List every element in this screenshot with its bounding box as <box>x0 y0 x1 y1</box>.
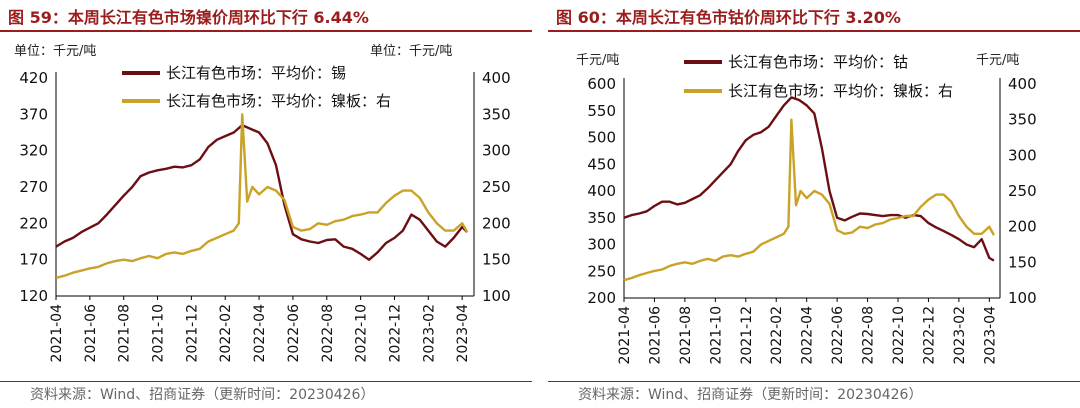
x-tick-label: 2023-02 <box>421 304 437 363</box>
x-tick-label: 2021-10 <box>151 304 167 363</box>
y-right-tick-label: 250 <box>482 178 511 196</box>
y-right-tick-label: 250 <box>1008 182 1037 200</box>
legend-label: 长江有色市场：平均价：锡 <box>166 64 346 82</box>
x-tick-label: 2021-08 <box>117 304 133 363</box>
left-axis-unit: 千元/吨 <box>576 53 620 68</box>
x-tick-label: 2021-04 <box>49 304 65 363</box>
x-tick-label: 2022-02 <box>769 306 785 365</box>
series-line-primary <box>623 96 995 262</box>
line-chart-cobalt-nickel: 200 250 300 350 400 450 500 550 600 100 150 200 250 3… <box>587 53 1037 365</box>
chart-title: 图 59：本周长江有色市场镍价周环比下行 6.44% <box>8 8 369 27</box>
y-left-tick-label: 220 <box>19 214 48 232</box>
x-tick-label: 2022-08 <box>861 306 877 365</box>
y-left-tick-label: 500 <box>587 129 616 147</box>
source-rule <box>0 381 532 382</box>
title-rule <box>0 30 532 32</box>
x-tick-label: 2021-10 <box>708 306 724 365</box>
title-rule <box>548 30 1080 32</box>
y-left-tick-label: 170 <box>19 251 48 269</box>
x-tick-label: 2022-10 <box>354 304 370 363</box>
line-chart-tin-nickel: 120 170 220 270 320 370 420 100 150 200 250 300 350 4… <box>19 64 511 363</box>
x-tick-label: 2021-04 <box>617 306 633 365</box>
x-tick-label: 2021-12 <box>184 304 200 363</box>
y-left-tick-label: 350 <box>587 209 616 227</box>
y-right-tick-label: 200 <box>1008 218 1037 236</box>
x-tick-label: 2021-06 <box>647 306 663 365</box>
right-axis-unit: 千元/吨 <box>976 53 1020 68</box>
y-right-tick-label: 350 <box>1008 111 1037 129</box>
x-tick-label: 2022-12 <box>921 306 937 365</box>
y-right-tick-label: 150 <box>1008 253 1037 271</box>
x-tick-label: 2022-04 <box>800 306 816 365</box>
y-left-tick-label: 400 <box>587 182 616 200</box>
x-tick-label: 2022-02 <box>218 304 234 363</box>
right-axis-unit: 单位：千元/吨 <box>370 44 453 59</box>
x-tick-label: 2023-04 <box>982 306 998 365</box>
legend-label: 长江有色市场：平均价：镍板：右 <box>728 82 953 100</box>
y-right-tick-label: 300 <box>1008 146 1037 164</box>
x-tick-label: 2021-12 <box>739 306 755 365</box>
y-left-tick-label: 250 <box>587 262 616 280</box>
x-tick-label: 2022-04 <box>252 304 268 363</box>
y-right-tick-label: 350 <box>482 105 511 123</box>
source-rule <box>548 381 1080 382</box>
y-left-tick-label: 370 <box>19 105 48 123</box>
y-left-tick-label: 300 <box>587 236 616 254</box>
left-axis-unit: 单位：千元/吨 <box>14 44 97 59</box>
x-tick-label: 2022-10 <box>891 306 907 365</box>
chart-panel-left: 图 59：本周长江有色市场镍价周环比下行 6.44% 单位：千元/吨 单位：千元… <box>0 0 532 408</box>
x-tick-label: 2022-12 <box>387 304 403 363</box>
y-right-tick-label: 100 <box>482 287 511 305</box>
x-tick-label: 2021-06 <box>83 304 99 363</box>
legend-label: 长江有色市场：平均价：钴 <box>728 53 908 71</box>
y-right-tick-label: 400 <box>482 69 511 87</box>
legend-label: 长江有色市场：平均价：镍板：右 <box>166 92 391 110</box>
y-left-tick-label: 120 <box>19 287 48 305</box>
x-tick-label: 2022-06 <box>286 304 302 363</box>
chart-panel-right: 图 60：本周长江有色市钴价周环比下行 3.20% 千元/吨 千元/吨 200 2… <box>548 0 1080 408</box>
x-tick-label: 2023-04 <box>455 304 471 363</box>
y-right-tick-label: 400 <box>1008 75 1037 93</box>
series-line-primary <box>55 123 469 261</box>
x-tick-label: 2022-08 <box>320 304 336 363</box>
x-tick-label: 2022-06 <box>830 306 846 365</box>
y-right-tick-label: 200 <box>482 214 511 232</box>
y-right-tick-label: 300 <box>482 142 511 160</box>
y-left-tick-label: 450 <box>587 155 616 173</box>
series-line-secondary <box>623 118 995 282</box>
source-note: 资料来源：Wind、招商证券（更新时间：20230426） <box>30 387 375 403</box>
y-right-tick-label: 150 <box>482 251 511 269</box>
x-tick-label: 2021-08 <box>678 306 694 365</box>
x-tick-label: 2023-02 <box>952 306 968 365</box>
y-left-tick-label: 320 <box>19 142 48 160</box>
y-left-tick-label: 420 <box>19 69 48 87</box>
chart-title: 图 60：本周长江有色市钴价周环比下行 3.20% <box>556 8 901 27</box>
source-note: 资料来源：Wind、招商证券（更新时间：20230426） <box>578 387 923 403</box>
y-left-tick-label: 550 <box>587 102 616 120</box>
y-left-tick-label: 270 <box>19 178 48 196</box>
series-line-secondary <box>55 113 469 279</box>
y-right-tick-label: 100 <box>1008 289 1037 307</box>
y-left-tick-label: 200 <box>587 289 616 307</box>
y-left-tick-label: 600 <box>587 75 616 93</box>
